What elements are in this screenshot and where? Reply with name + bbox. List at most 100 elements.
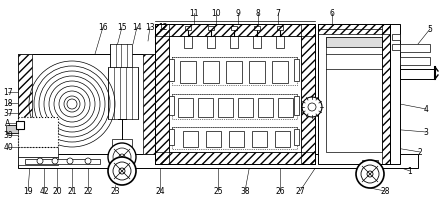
Text: 42: 42 [39, 187, 49, 196]
Text: 40: 40 [3, 143, 13, 152]
Circle shape [108, 157, 136, 185]
Bar [231, 27, 237, 31]
Bar [252, 131, 267, 147]
Bar [277, 27, 283, 31]
Bar [203, 62, 219, 84]
Bar [362, 168, 378, 174]
Bar [230, 37, 238, 49]
Bar [238, 99, 253, 117]
Text: A: A [5, 119, 11, 128]
Bar [218, 99, 233, 117]
Bar [272, 62, 288, 84]
Circle shape [367, 171, 373, 177]
Bar [18, 147, 58, 157]
Bar [183, 131, 198, 147]
Bar [400, 45, 430, 53]
Circle shape [119, 154, 125, 160]
Bar [184, 37, 192, 49]
Bar [110, 45, 132, 68]
Text: 5: 5 [428, 25, 433, 34]
Bar [390, 25, 400, 164]
Text: 38: 38 [240, 187, 250, 196]
Bar [25, 159, 100, 164]
Text: 21: 21 [67, 187, 77, 196]
Bar [114, 157, 130, 165]
Circle shape [356, 160, 384, 188]
Bar [178, 99, 193, 117]
Bar [278, 99, 293, 117]
Bar [18, 157, 58, 165]
Bar [301, 25, 315, 164]
Bar [294, 97, 299, 115]
Text: 6: 6 [330, 9, 334, 18]
Text: 11: 11 [189, 9, 199, 18]
Bar [169, 37, 301, 152]
Bar [206, 131, 221, 147]
Bar [155, 25, 315, 164]
Circle shape [113, 148, 131, 166]
Bar [155, 25, 169, 164]
Text: 14: 14 [132, 23, 142, 32]
Text: 27: 27 [295, 187, 305, 196]
Bar [112, 139, 132, 153]
Bar [392, 45, 400, 51]
Circle shape [302, 98, 322, 117]
Bar [400, 70, 435, 80]
Bar [169, 129, 174, 145]
Bar [172, 95, 297, 119]
Bar [326, 38, 382, 152]
Bar [143, 55, 155, 154]
Bar [229, 131, 244, 147]
Circle shape [37, 158, 43, 164]
Bar [326, 38, 382, 48]
Text: 26: 26 [275, 187, 285, 196]
Bar [8, 125, 58, 133]
Bar [18, 55, 155, 154]
Circle shape [361, 165, 379, 183]
Text: 9: 9 [235, 9, 240, 18]
Bar [169, 97, 174, 115]
Text: 24: 24 [155, 187, 165, 196]
Bar [226, 62, 242, 84]
Bar [294, 129, 299, 145]
Text: 39: 39 [3, 131, 13, 140]
Circle shape [108, 143, 136, 171]
Bar [172, 58, 297, 62]
Circle shape [67, 158, 73, 164]
Bar [275, 131, 290, 147]
Text: 19: 19 [23, 187, 33, 196]
Circle shape [113, 162, 131, 180]
Bar [185, 27, 191, 31]
Text: 1: 1 [407, 167, 412, 176]
Circle shape [85, 158, 91, 164]
Bar [172, 95, 297, 99]
Bar [16, 121, 24, 129]
Bar [172, 127, 297, 149]
Bar [172, 58, 297, 86]
Bar [254, 27, 260, 31]
Bar [208, 27, 214, 31]
Bar [114, 165, 130, 171]
Text: 17: 17 [3, 88, 13, 97]
Text: 8: 8 [256, 9, 260, 18]
Text: 12: 12 [158, 23, 168, 32]
Bar [18, 154, 418, 168]
Text: 16: 16 [98, 23, 108, 32]
Circle shape [52, 158, 58, 164]
Bar [258, 99, 273, 117]
Text: 2: 2 [418, 148, 422, 157]
Text: 7: 7 [275, 9, 280, 18]
Bar [172, 127, 297, 131]
Text: 23: 23 [110, 187, 120, 196]
Text: 25: 25 [213, 187, 223, 196]
Bar [180, 62, 196, 84]
Text: 28: 28 [380, 187, 390, 196]
Bar [253, 37, 261, 49]
Text: 10: 10 [211, 9, 221, 18]
Text: 22: 22 [83, 187, 93, 196]
Bar [207, 37, 215, 49]
Bar [249, 62, 265, 84]
Circle shape [119, 168, 125, 174]
Circle shape [67, 100, 77, 109]
Bar [294, 60, 299, 82]
